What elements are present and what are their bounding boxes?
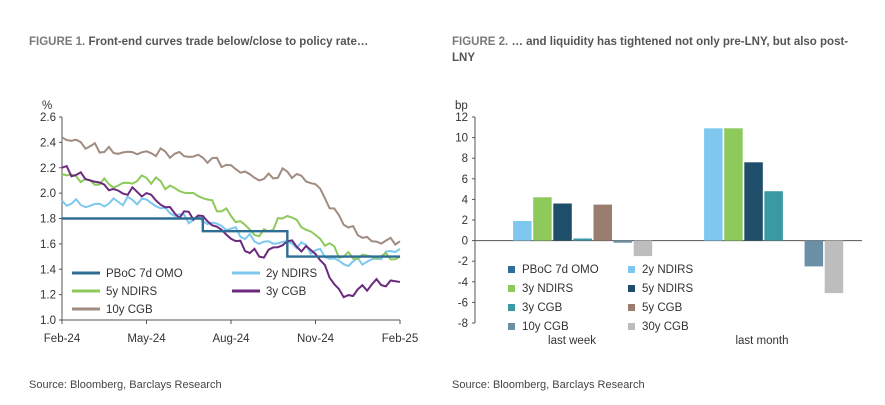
x-tick-label: Nov-24 (297, 333, 335, 345)
y-tick-label: -2 (458, 256, 468, 268)
series-line-10y-cgb (61, 136, 401, 246)
legend-swatch-5y-cgb (628, 304, 635, 311)
bar-10y-cgb-last-month (804, 240, 824, 267)
y-tick-label: 4 (462, 194, 469, 206)
y-axis-unit-label: % (42, 100, 52, 112)
legend-label-pboc-7d-omo: PBoC 7d OMO (106, 268, 183, 280)
legend-label-2y-ndirs: 2y NDIRS (642, 264, 693, 276)
legend-label-10y-cgb: 10y CGB (522, 321, 569, 333)
bar-5y-ndirs-last-month (744, 162, 763, 241)
legend-label-3y-cgb: 3y CGB (522, 302, 563, 314)
x-tick-label: May-24 (127, 333, 166, 345)
bar-3y-cgb-last-week (573, 238, 592, 241)
figure-2-label: FIGURE 2. (452, 36, 509, 48)
legend-label-pboc-7d-omo: PBoC 7d OMO (522, 264, 599, 276)
figure-1-label: FIGURE 1. (29, 36, 86, 48)
legend-label-3y-ndirs: 3y NDIRS (522, 283, 573, 295)
y-tick-label: 2.4 (40, 137, 57, 149)
y-tick-label: 12 (455, 112, 468, 124)
y-tick-label: 2.6 (40, 112, 56, 124)
bar-5y-cgb-last-week (593, 204, 612, 241)
y-tick-label: -6 (458, 297, 468, 309)
legend-label-5y-ndirs: 5y NDIRS (642, 283, 693, 295)
figure-1-source: Source: Bloomberg, Barclays Research (29, 379, 222, 391)
figure-1-title-text: Front-end curves trade below/close to po… (88, 36, 369, 48)
bar-30y-cgb-last-week (633, 240, 653, 257)
legend-swatch-3y-ndirs (508, 285, 515, 292)
y-tick-label: -8 (458, 318, 468, 330)
legend-swatch-5y-ndirs (628, 285, 635, 292)
y-tick-label: 1.2 (40, 290, 56, 302)
y-tick-label: 2 (462, 215, 468, 227)
bar-2y-ndirs-last-week (513, 221, 532, 241)
figure-2-source: Source: Bloomberg, Barclays Research (452, 379, 645, 391)
legend-swatch-pboc-7d-omo (508, 266, 515, 273)
y-tick-label: 2.2 (40, 163, 56, 175)
legend-label-2y-ndirs: 2y NDIRS (266, 268, 317, 280)
y-tick-label: 1.4 (40, 264, 57, 276)
legend-swatch-2y-ndirs (628, 266, 635, 273)
x-tick-label: Feb-25 (382, 333, 418, 345)
bar-3y-cgb-last-month (764, 191, 783, 241)
bar-10y-cgb-last-week (613, 240, 633, 243)
figure-1-title: FIGURE 1. Front-end curves trade below/c… (29, 34, 429, 50)
bar-3y-ndirs-last-week (533, 197, 552, 241)
legend-label-10y-cgb: 10y CGB (106, 304, 153, 316)
category-label-last-week: last week (548, 335, 596, 347)
legend-swatch-10y-cgb (508, 323, 515, 330)
legend-label-3y-cgb: 3y CGB (266, 286, 307, 298)
y-tick-label: 10 (455, 133, 468, 145)
x-tick-label: Feb-24 (44, 333, 81, 345)
figure-2-title: FIGURE 2. … and liquidity has tightened … (452, 34, 852, 66)
legend-swatch-3y-cgb (508, 304, 515, 311)
bar-2y-ndirs-last-month (704, 128, 723, 241)
series-line-3y-cgb (61, 164, 401, 299)
category-label-last-month: last month (735, 335, 788, 347)
legend-swatch-30y-cgb (628, 323, 635, 330)
series-line-5y-ndirs (61, 173, 401, 261)
y-tick-label: 6 (462, 174, 468, 186)
bar-3y-ndirs-last-month (724, 128, 743, 241)
y-tick-label: -4 (458, 277, 469, 289)
legend-label-5y-cgb: 5y CGB (642, 302, 683, 314)
bar-5y-ndirs-last-week (553, 203, 572, 241)
legend-label-30y-cgb: 30y CGB (642, 321, 689, 333)
y-tick-label: 1.6 (40, 239, 56, 251)
figure-2-title-text: … and liquidity has tightened not only p… (452, 36, 849, 64)
y-tick-label: 0 (462, 236, 468, 248)
series-line-2y-ndirs (61, 195, 401, 268)
legend-label-5y-ndirs: 5y NDIRS (106, 286, 157, 298)
series-line-pboc-7d-omo (62, 217, 400, 258)
y-tick-label: 8 (462, 153, 468, 165)
y-axis-unit-label: bp (455, 100, 468, 112)
y-tick-label: 2.0 (40, 188, 56, 200)
bar-30y-cgb-last-month (824, 240, 844, 294)
y-tick-label: 1.0 (40, 315, 56, 327)
y-tick-label: 1.8 (40, 214, 56, 226)
x-tick-label: Aug-24 (212, 333, 250, 345)
